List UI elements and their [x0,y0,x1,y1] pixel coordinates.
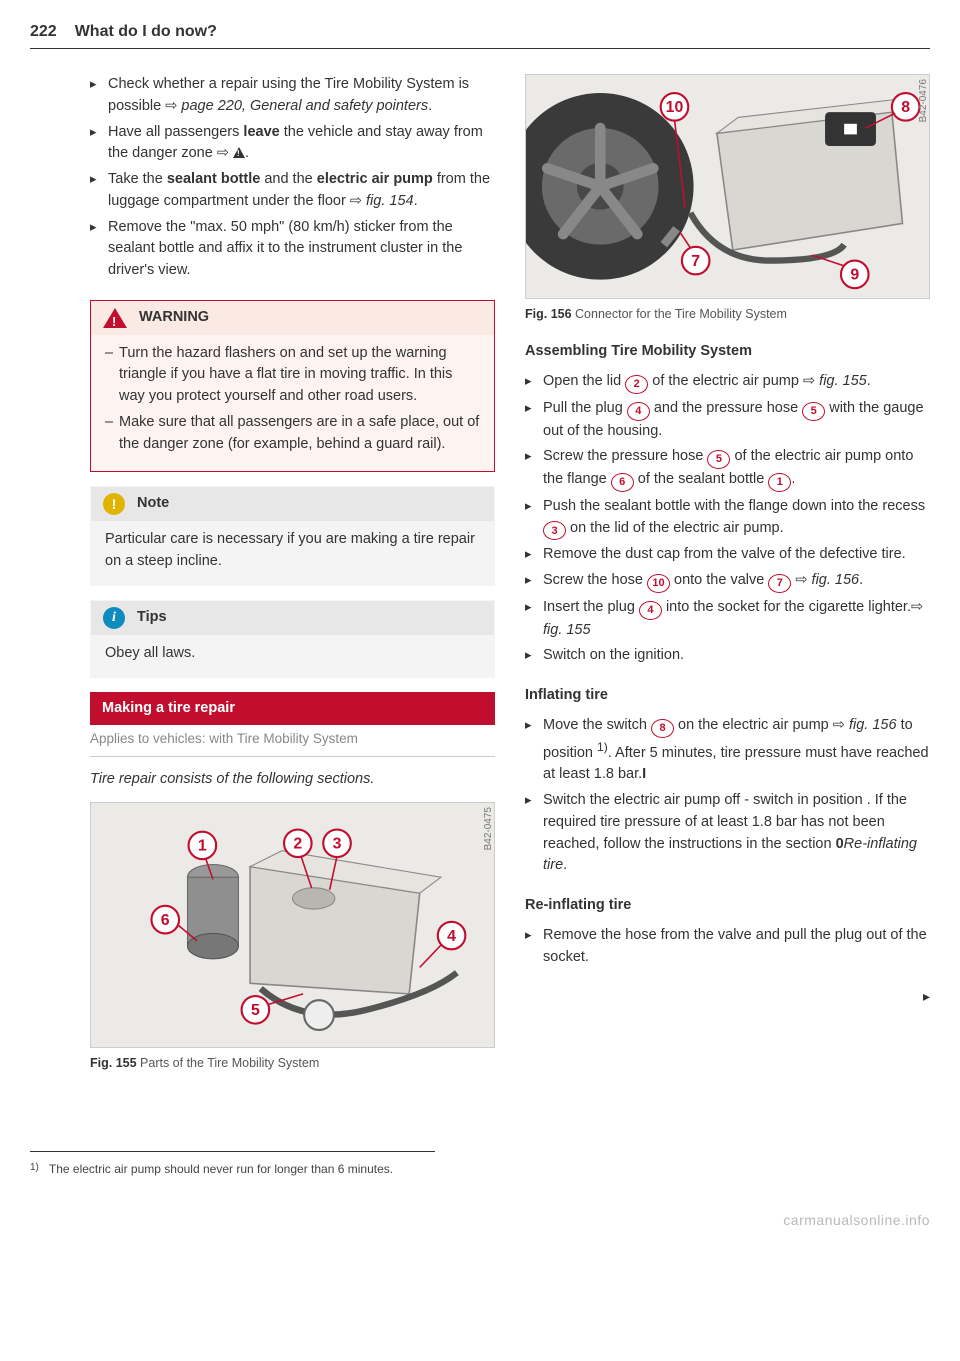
warning-body: Turn the hazard flashers on and set up t… [91,335,494,472]
assembling-list: Open the lid 2 of the electric air pump … [525,371,930,667]
tips-icon: i [103,607,125,629]
note-title: Note [137,493,169,515]
warning-box: WARNING Turn the hazard flashers on and … [90,300,495,473]
tips-header: i Tips [91,601,494,635]
svg-text:9: 9 [850,267,859,284]
step-item: Check whether a repair using the Tire Mo… [90,74,495,118]
applies-to: Applies to vehicles: with Tire Mobility … [90,725,495,756]
note-header: ! Note [91,487,494,521]
note-icon: ! [103,493,125,515]
list-item: Switch on the ignition. [525,645,930,667]
step-item: Have all passengers leave the vehicle an… [90,122,495,166]
list-item: Remove the hose from the valve and pull … [525,925,930,969]
list-item: Remove the dust cap from the valve of th… [525,544,930,566]
svg-text:8: 8 [901,99,910,116]
reinflating-list: Remove the hose from the valve and pull … [525,925,930,969]
right-column: B42-0476 10 8 [525,74,930,1091]
fig155-side-label: B42-0475 [481,807,496,850]
tips-body: Obey all laws. [91,635,494,677]
fig156-illustration: 10 8 7 9 [526,75,929,298]
warning-item: Turn the hazard flashers on and set up t… [105,343,480,408]
tips-box: i Tips Obey all laws. [90,600,495,678]
assembling-heading: Assembling Tire Mobility System [525,341,930,363]
svg-text:6: 6 [161,912,170,929]
step-item: Remove the "max. 50 mph" (80 km/h) stick… [90,217,495,282]
warning-header: WARNING [91,301,494,335]
continued-icon: ▸ [923,986,930,1007]
warning-icon [103,308,127,328]
footnote-separator [30,1151,435,1152]
step-item: Take the sealant bottle and the electric… [90,169,495,213]
list-item: Move the switch 8 on the electric air pu… [525,715,930,786]
watermark: carmanualsonline.info [30,1210,930,1231]
page-header: 222 What do I do now? [30,20,930,49]
note-body: Particular care is necessary if you are … [91,521,494,585]
inflating-heading: Inflating tire [525,685,930,707]
inflating-list: Move the switch 8 on the electric air pu… [525,715,930,877]
svg-text:2: 2 [293,836,302,853]
fig156-side-label: B42-0476 [916,79,931,122]
fig155-illustration: 1 2 3 4 5 6 [91,803,494,1047]
list-item: Switch the electric air pump off - switc… [525,790,930,877]
list-item: Push the sealant bottle with the flange … [525,496,930,541]
tips-title: Tips [137,607,167,629]
left-column: Check whether a repair using the Tire Mo… [90,74,495,1091]
warning-item: Make sure that all passengers are in a s… [105,412,480,456]
list-item: Screw the hose 10 onto the valve 7 fig. … [525,570,930,593]
svg-text:1: 1 [198,838,207,855]
svg-text:10: 10 [666,99,684,116]
footnote: 1) The electric air pump should never ru… [30,1160,930,1180]
content-columns: Check whether a repair using the Tire Mo… [30,74,930,1091]
warning-title: WARNING [139,307,209,329]
page-number: 222 [30,20,57,44]
fig156-caption: Fig. 156 Connector for the Tire Mobility… [525,305,930,324]
list-item: Open the lid 2 of the electric air pump … [525,371,930,394]
figure-156: B42-0476 10 8 [525,74,930,299]
figure-155: B42-0475 1 2 3 [90,802,495,1048]
svg-text:7: 7 [691,253,700,270]
page-title: What do I do now? [75,20,217,44]
svg-text:4: 4 [447,928,456,945]
svg-text:5: 5 [251,1002,260,1019]
list-item: Pull the plug 4 and the pressure hose 5 … [525,398,930,443]
note-box: ! Note Particular care is necessary if y… [90,486,495,586]
fig155-caption: Fig. 155 Parts of the Tire Mobility Syst… [90,1054,495,1073]
reinflating-heading: Re-inflating tire [525,895,930,917]
section-subtitle: Tire repair consists of the following se… [90,769,495,791]
list-item: Insert the plug 4 into the socket for th… [525,597,930,642]
svg-text:3: 3 [333,836,342,853]
initial-steps-list: Check whether a repair using the Tire Mo… [90,74,495,282]
list-item: Screw the pressure hose 5 of the electri… [525,446,930,492]
section-bar: Making a tire repair [90,692,495,726]
